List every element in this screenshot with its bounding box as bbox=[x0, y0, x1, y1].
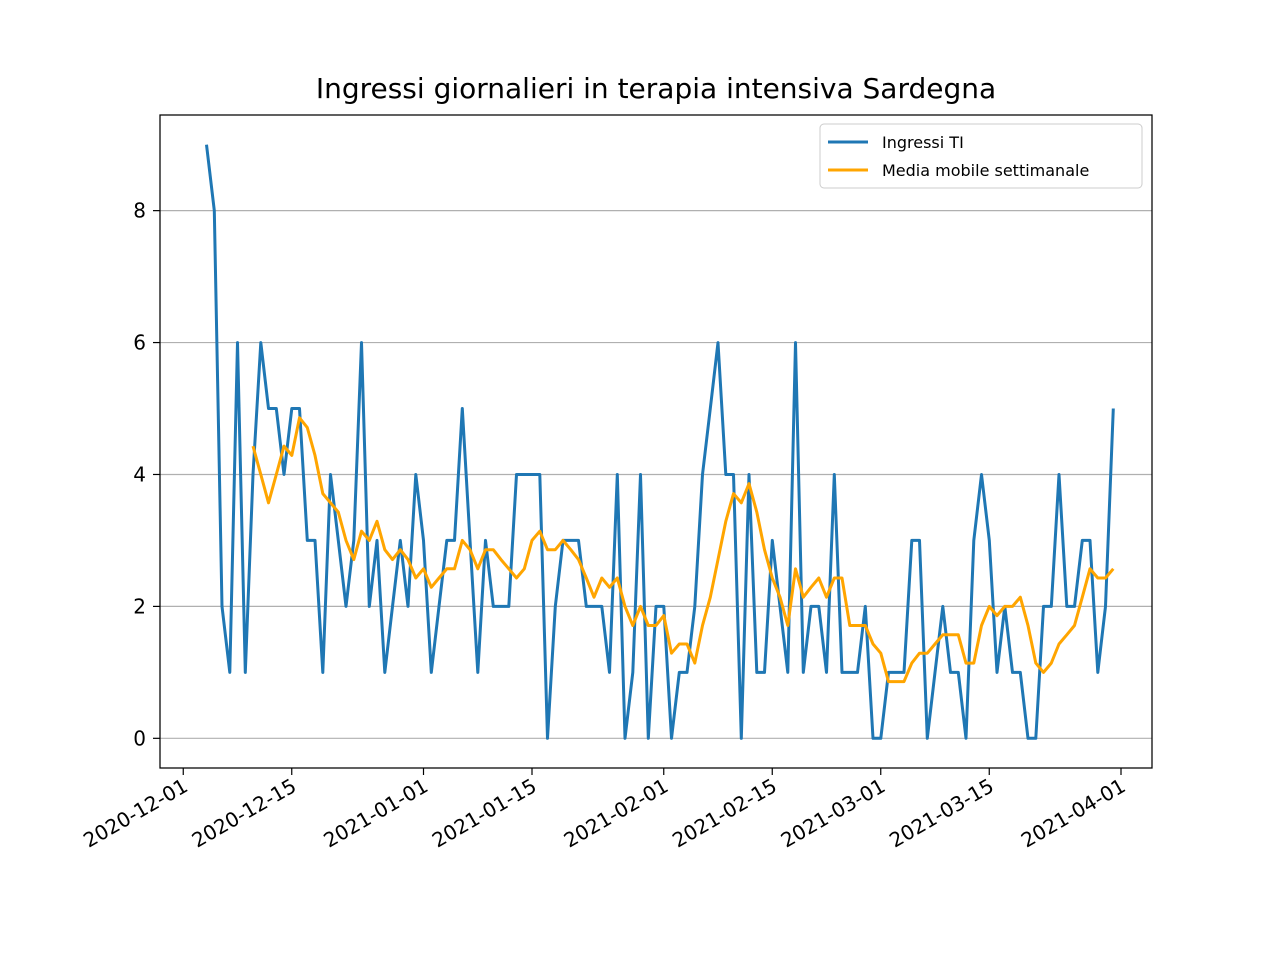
plot-frame bbox=[159, 114, 1153, 769]
y-tick-label: 2 bbox=[133, 594, 146, 618]
y-tick-label: 4 bbox=[133, 462, 146, 486]
series-line bbox=[205, 144, 1115, 740]
chart-title: Ingressi giornalieri in terapia intensiv… bbox=[316, 72, 996, 105]
legend: Ingressi TI Media mobile settimanale bbox=[819, 123, 1143, 189]
legend-box bbox=[819, 123, 1143, 189]
y-axis: 0 2 4 6 8 bbox=[133, 199, 160, 750]
legend-label: Ingressi TI bbox=[882, 133, 964, 152]
y-tick-label: 0 bbox=[133, 726, 146, 750]
y-tick-label: 8 bbox=[133, 199, 146, 223]
legend-label: Media mobile settimanale bbox=[882, 161, 1089, 180]
y-tick-label: 6 bbox=[133, 331, 146, 355]
series-lines bbox=[205, 144, 1115, 740]
series-line bbox=[251, 416, 1115, 684]
